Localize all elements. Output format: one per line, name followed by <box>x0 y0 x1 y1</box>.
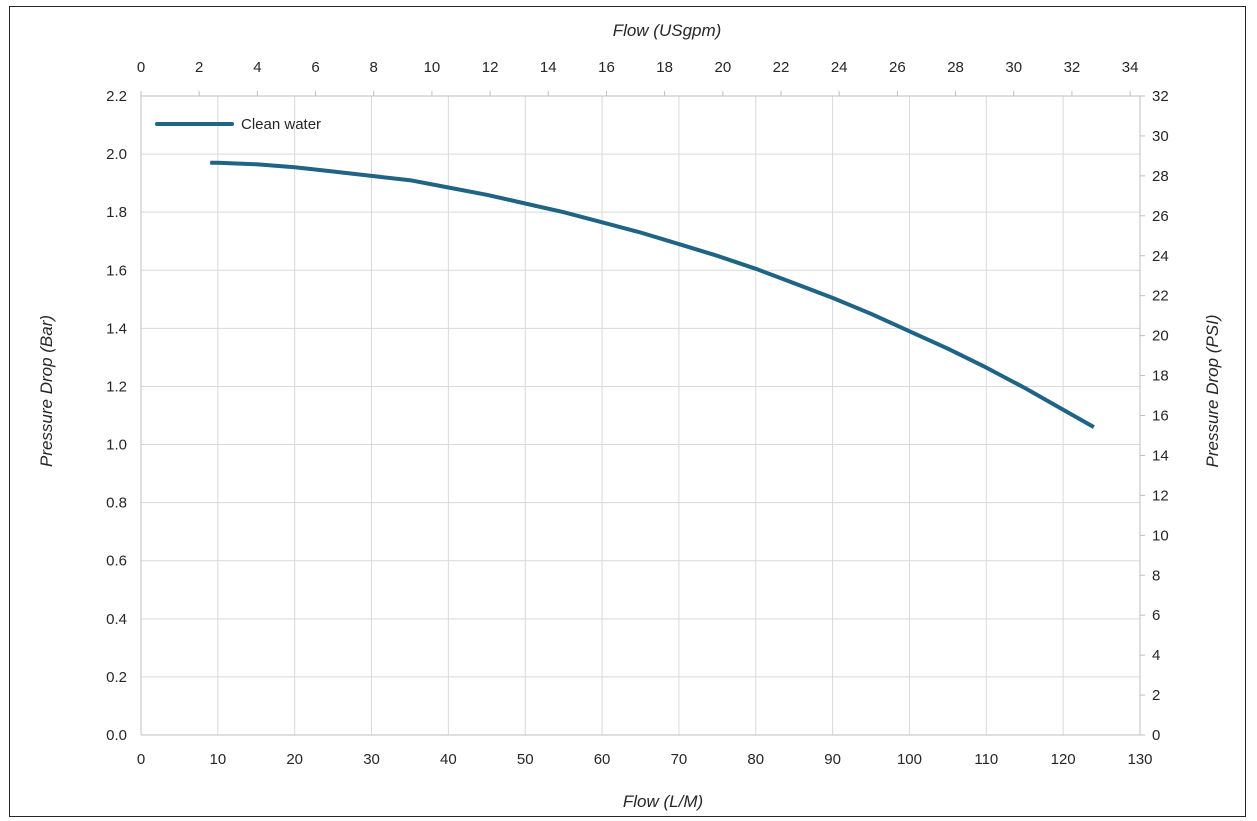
ticks-layer: 0 10 20 30 40 50 60 70 80 90 100 110 120 1300.00.20.4… <box>106 59 1169 768</box>
y-left-tick-label: 0.2 <box>106 669 127 686</box>
x-bottom-tick-label: 0 <box>137 751 145 768</box>
x-top-tick-label: 0 <box>137 59 145 76</box>
x-top-tick-label: 34 <box>1122 59 1139 76</box>
x-top-tick-label: 22 <box>773 59 790 76</box>
y-left-tick-label: 0.6 <box>106 553 127 570</box>
y-left-tick-label: 1.4 <box>106 320 127 337</box>
x-bottom-tick-label: 120 <box>1051 751 1076 768</box>
y-right-tick-label: 24 <box>1152 248 1169 265</box>
x-top-tick-label: 26 <box>889 59 906 76</box>
y-axis-right-title: Pressure Drop (PSI) <box>1203 314 1222 467</box>
grid-layer <box>140 95 1141 736</box>
x-bottom-tick-label: 80 <box>747 751 764 768</box>
y-right-tick-label: 16 <box>1152 408 1169 425</box>
x-top-tick-label: 16 <box>598 59 615 76</box>
x-bottom-tick-label: 90 <box>824 751 841 768</box>
x-top-tick-label: 4 <box>253 59 261 76</box>
y-left-tick-label: 1.0 <box>106 437 127 454</box>
y-left-tick-label: 1.8 <box>106 204 127 221</box>
y-axis-left-title: Pressure Drop (Bar) <box>37 315 56 467</box>
legend: Clean water <box>155 116 321 133</box>
x-bottom-tick-label: 20 <box>286 751 303 768</box>
y-right-tick-label: 18 <box>1152 368 1169 385</box>
legend-label-clean-water: Clean water <box>241 116 321 133</box>
y-right-tick-label: 0 <box>1152 727 1160 744</box>
chart-svg: 0 10 20 30 40 50 60 70 80 90 100 110 120 1300.00.20.4… <box>37 21 1222 811</box>
y-left-tick-label: 0.8 <box>106 495 127 512</box>
y-right-tick-label: 12 <box>1152 487 1169 504</box>
y-right-tick-label: 14 <box>1152 447 1169 464</box>
x-top-tick-label: 6 <box>311 59 319 76</box>
x-top-tick-label: 2 <box>195 59 203 76</box>
y-right-tick-label: 30 <box>1152 128 1169 145</box>
x-bottom-tick-label: 40 <box>440 751 457 768</box>
x-bottom-tick-label: 10 <box>210 751 227 768</box>
x-top-tick-label: 8 <box>370 59 378 76</box>
x-bottom-tick-label: 70 <box>671 751 688 768</box>
x-top-tick-label: 14 <box>540 59 557 76</box>
series-line-clean-water <box>210 160 1095 429</box>
x-top-tick-label: 18 <box>656 59 673 76</box>
y-right-tick-label: 10 <box>1152 527 1169 544</box>
y-left-tick-label: 1.6 <box>106 262 127 279</box>
x-top-tick-label: 32 <box>1064 59 1081 76</box>
y-left-tick-label: 0.4 <box>106 611 127 628</box>
x-top-tick-label: 10 <box>424 59 441 76</box>
x-bottom-tick-label: 110 <box>974 751 998 768</box>
x-top-tick-label: 28 <box>947 59 964 76</box>
y-left-tick-label: 0.0 <box>106 727 127 744</box>
y-left-tick-label: 2.2 <box>106 88 127 105</box>
x-bottom-tick-label: 100 <box>897 751 922 768</box>
x-axis-bottom-title: Flow (L/M) <box>623 792 703 811</box>
x-bottom-tick-label: 50 <box>517 751 534 768</box>
x-top-tick-label: 12 <box>482 59 499 76</box>
y-right-tick-label: 26 <box>1152 208 1169 225</box>
chart-frame: 0 10 20 30 40 50 60 70 80 90 100 110 120 130 0.0 0.2 0.4… <box>9 6 1246 817</box>
y-right-tick-label: 32 <box>1152 88 1169 105</box>
y-right-tick-label: 2 <box>1152 687 1160 704</box>
x-axis-top-title: Flow (USgpm) <box>613 21 722 40</box>
x-top-tick-label: 24 <box>831 59 848 76</box>
y-right-tick-label: 8 <box>1152 567 1160 584</box>
y-right-tick-label: 20 <box>1152 328 1169 345</box>
axes-layer <box>140 91 1145 736</box>
series-layer <box>210 160 1095 429</box>
y-left-tick-label: 2.0 <box>106 146 127 163</box>
x-top-tick-label: 30 <box>1005 59 1022 76</box>
y-right-tick-label: 22 <box>1152 288 1169 305</box>
x-bottom-tick-label: 30 <box>363 751 380 768</box>
x-top-tick-label: 20 <box>714 59 731 76</box>
y-right-tick-label: 6 <box>1152 607 1160 624</box>
y-left-tick-label: 1.2 <box>106 378 127 395</box>
x-bottom-tick-label: 60 <box>594 751 611 768</box>
x-bottom-tick-label: 130 <box>1127 751 1152 768</box>
y-right-tick-label: 4 <box>1152 647 1160 664</box>
y-right-tick-label: 28 <box>1152 168 1169 185</box>
